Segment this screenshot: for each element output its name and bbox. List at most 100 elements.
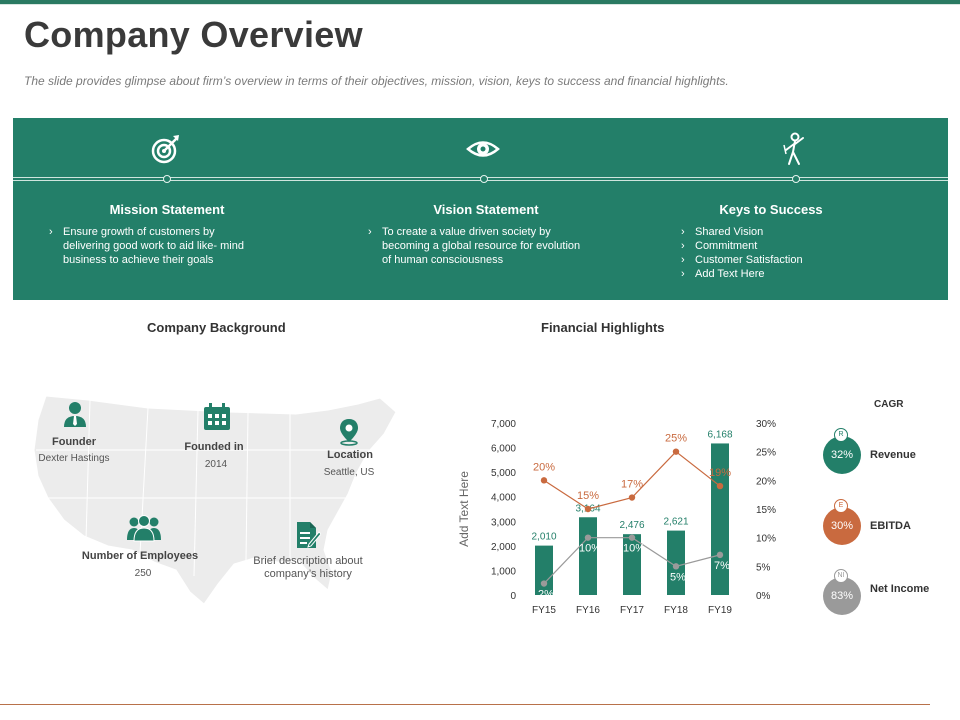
revenue-badge: R — [834, 428, 848, 442]
bottom-accent-line — [0, 704, 930, 705]
x-tick-label: FY17 — [620, 605, 644, 616]
ebitda-point — [540, 477, 548, 484]
y2-tick-label: 30% — [756, 419, 776, 430]
net-income-point — [672, 563, 680, 570]
bar-value-label: 2,010 — [531, 532, 556, 543]
vision-column: Vision Statement To create a value drive… — [366, 202, 606, 267]
ebitda-label: 20% — [533, 461, 555, 473]
vision-heading: Vision Statement — [433, 202, 539, 217]
bar-value-label: 2,476 — [619, 520, 644, 531]
net-income-label: 5% — [670, 571, 686, 583]
y2-tick-label: 0% — [756, 591, 771, 602]
y-tick-label: 0 — [510, 591, 516, 602]
background-heading: Company Background — [147, 320, 286, 335]
history-description: Brief description about company’s histor… — [253, 555, 363, 580]
y-tick-label: 7,000 — [491, 419, 516, 430]
employees-group-icon — [127, 515, 161, 542]
top-accent-bar — [0, 0, 960, 4]
us-map-image — [33, 395, 397, 605]
overview-band: Mission Statement Ensure growth of custo… — [13, 118, 948, 300]
founder-value: Dexter Hastings — [38, 453, 110, 464]
revenue-bar — [623, 534, 641, 595]
net-income-point — [716, 551, 724, 559]
calendar-icon — [204, 403, 230, 430]
page-title: Company Overview — [24, 14, 363, 55]
mission-column: Mission Statement Ensure growth of custo… — [47, 202, 287, 267]
y-tick-label: 3,000 — [491, 517, 516, 528]
y-tick-label: 1,000 — [491, 566, 516, 577]
net-income-point — [540, 580, 548, 587]
y-tick-label: 4,000 — [491, 493, 516, 504]
location-label: Location — [327, 449, 373, 461]
document-edit-icon — [297, 522, 321, 548]
timeline-dot — [480, 175, 488, 183]
page-subtitle: The slide provides glimpse about firm’s … — [24, 74, 729, 88]
location-pin-icon — [340, 419, 358, 446]
net-income-label: 7% — [714, 560, 730, 572]
y-tick-label: 5,000 — [491, 468, 516, 479]
revenue-bar — [579, 517, 597, 595]
ebitda-label: 25% — [665, 433, 687, 445]
ebitda-label: EBITDA — [870, 520, 911, 532]
ebitda-point — [672, 448, 680, 455]
keys-heading: Keys to Success — [719, 202, 823, 217]
ebitda-point — [584, 505, 592, 513]
cagr-heading: CAGR — [874, 399, 904, 410]
net-income-label: Net Income — [870, 583, 930, 595]
founder-label: Founder — [52, 436, 96, 448]
ebitda-point — [628, 494, 636, 501]
net-income-label: 10% — [623, 543, 645, 555]
target-icon — [151, 135, 179, 164]
y2-tick-label: 15% — [756, 505, 776, 516]
net-income-label: 10% — [579, 543, 601, 555]
success-person-icon — [783, 132, 804, 165]
y2-tick-label: 25% — [756, 448, 776, 459]
x-tick-label: FY15 — [532, 605, 556, 616]
net-income-point — [584, 534, 592, 541]
y2-tick-label: 10% — [756, 534, 776, 545]
ebitda-cagr-circle: 30% — [823, 507, 861, 545]
financial-chart: 0 1,000 2,000 3,000 4,000 5,000 6,000 7,000 0% 5%… — [457, 419, 776, 616]
keys-bullet: Shared Vision — [679, 225, 891, 239]
eye-icon — [466, 141, 500, 157]
net-income-badge: NI — [834, 569, 848, 583]
revenue-label: Revenue — [870, 449, 916, 461]
bar-value-label: 2,621 — [663, 517, 688, 528]
revenue-bar — [535, 545, 553, 595]
revenue-cagr-circle: 32% — [823, 436, 861, 474]
net-income-cagr-circle: 83% — [823, 577, 861, 615]
ebitda-label: 17% — [621, 479, 643, 491]
y2-tick-label: 5% — [756, 562, 771, 573]
revenue-bar — [711, 443, 729, 595]
y-tick-label: 2,000 — [491, 542, 516, 553]
x-tick-label: FY19 — [708, 605, 732, 616]
founded-label: Founded in — [184, 441, 244, 453]
x-tick-label: FY18 — [664, 605, 688, 616]
mission-bullet: Ensure growth of customers by delivering… — [47, 225, 263, 267]
net-income-label: 2% — [538, 589, 554, 601]
location-value: Seattle, US — [323, 467, 375, 478]
bar-value-label: 6,168 — [707, 429, 732, 440]
employees-label: Number of Employees — [81, 550, 199, 562]
ebitda-point — [716, 482, 724, 490]
keys-bullet: Commitment — [679, 239, 891, 253]
keys-bullet: Add Text Here — [679, 267, 891, 281]
ebitda-badge: E — [834, 499, 848, 513]
top-accent-line — [0, 4, 960, 5]
timeline-dot — [792, 175, 800, 183]
y-tick-label: 6,000 — [491, 444, 516, 455]
timeline-dot — [163, 175, 171, 183]
y2-tick-label: 20% — [756, 476, 776, 487]
ebitda-label: 15% — [577, 490, 599, 502]
employees-value: 250 — [134, 568, 152, 579]
ebitda-label: 19% — [709, 467, 731, 479]
y-axis-title: Add Text Here — [457, 471, 471, 547]
vision-bullet: To create a value driven society by beco… — [366, 225, 582, 267]
net-income-point — [628, 534, 636, 541]
financial-heading: Financial Highlights — [541, 320, 665, 335]
x-tick-label: FY16 — [576, 605, 600, 616]
founded-value: 2014 — [204, 459, 228, 470]
keys-bullet: Customer Satisfaction — [679, 253, 891, 267]
founder-person-icon — [64, 402, 86, 427]
revenue-bar — [667, 530, 685, 595]
